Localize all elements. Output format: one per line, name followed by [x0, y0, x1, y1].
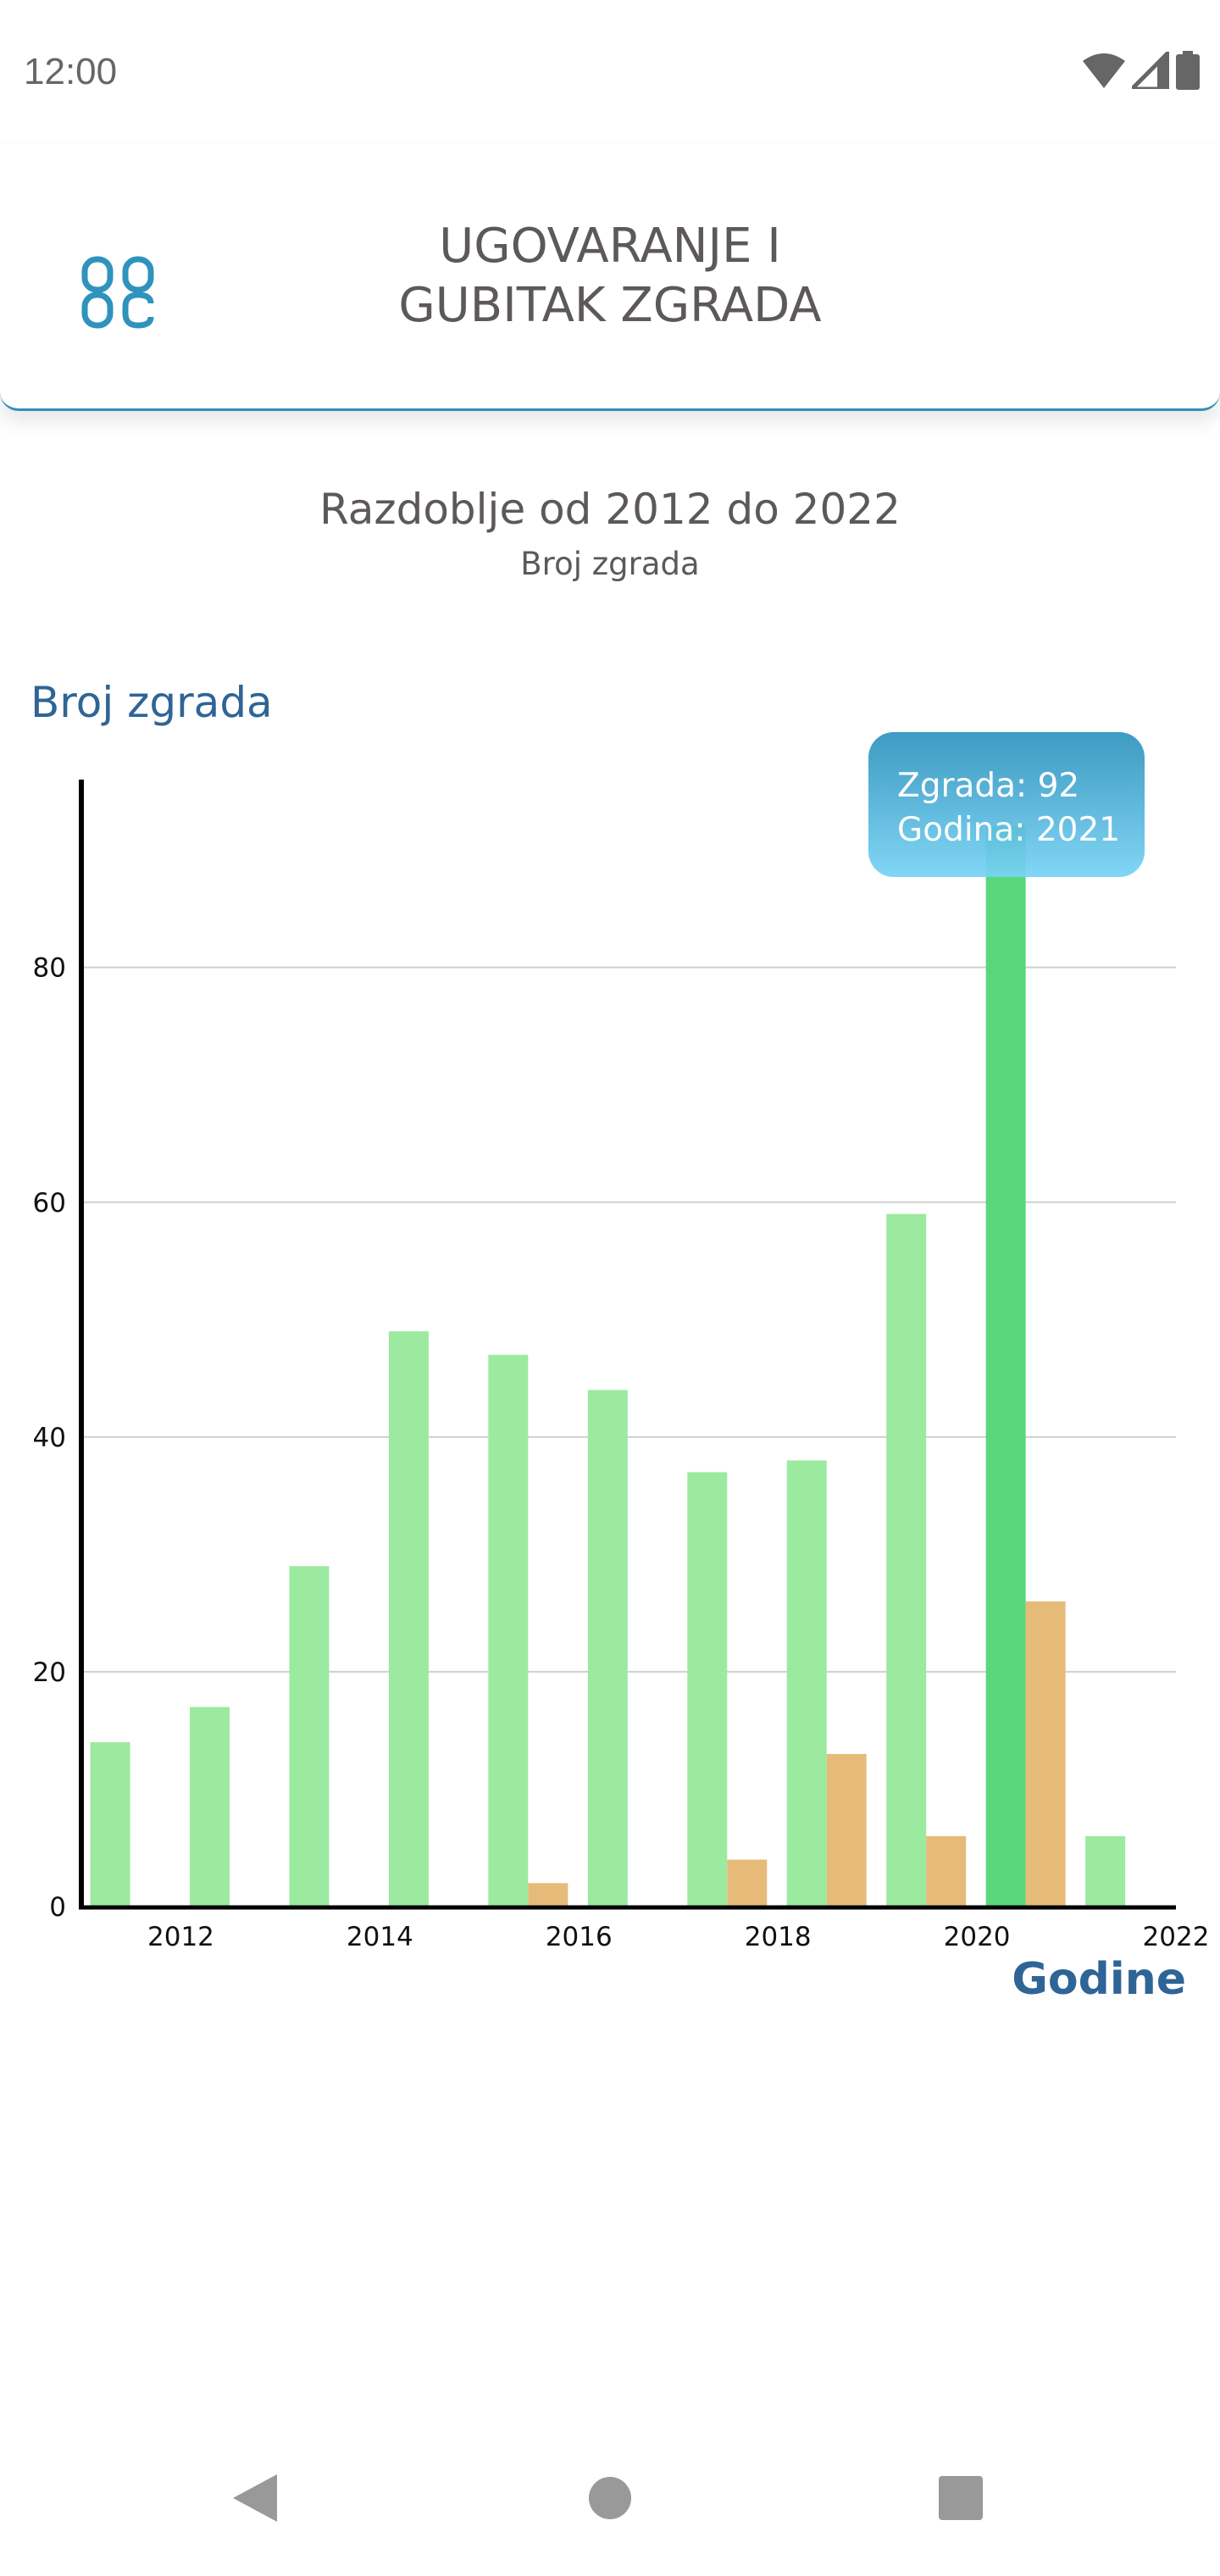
- home-icon: [589, 2477, 631, 2519]
- x-tick-label: 2012: [147, 1922, 214, 1952]
- x-axis-label: Godine: [1012, 1954, 1186, 2005]
- chart-title: Razdoblje od 2012 do 2022: [319, 485, 901, 534]
- bar-ugovaranje-2017[interactable]: [587, 1390, 628, 1907]
- bar-ugovaranje-2020[interactable]: [886, 1213, 927, 1907]
- y-tick-label: 40: [33, 1423, 66, 1453]
- app-header: UGOVARANJE I GUBITAK ZGRADA: [0, 144, 1220, 411]
- y-tick-label: 80: [33, 953, 66, 984]
- recents-button[interactable]: [939, 2476, 983, 2523]
- navigation-bar: [0, 2474, 1220, 2534]
- y-tick-label: 0: [49, 1892, 66, 1923]
- bar-ugovaranje-2013[interactable]: [190, 1707, 230, 1907]
- page-title: UGOVARANJE I GUBITAK ZGRADA: [254, 217, 966, 336]
- bar-gubitak-2018[interactable]: [727, 1859, 768, 1907]
- tooltip-value: Zgrada: 92: [897, 767, 1080, 805]
- y-tick-label: 20: [33, 1657, 66, 1688]
- bar-gubitak-2021[interactable]: [1025, 1601, 1066, 1907]
- back-icon: [233, 2474, 277, 2522]
- bar-gubitak-2016[interactable]: [528, 1883, 568, 1907]
- bar-ugovaranje-2022[interactable]: [1085, 1835, 1126, 1907]
- title-line-1: UGOVARANJE I: [439, 219, 781, 274]
- battery-icon: [1176, 51, 1200, 90]
- title-line-2: GUBITAK ZGRADA: [398, 278, 822, 333]
- home-button[interactable]: [588, 2476, 632, 2523]
- chart-tooltip: Zgrada: 92 Godina: 2021: [868, 732, 1145, 877]
- bar-ugovaranje-2018[interactable]: [687, 1472, 728, 1907]
- y-tick-label: 60: [33, 1188, 66, 1219]
- signal-icon: [1132, 52, 1169, 89]
- x-tick-label: 2020: [944, 1922, 1011, 1952]
- bar-gubitak-2019[interactable]: [826, 1753, 867, 1907]
- bar-ugovaranje-2016[interactable]: [488, 1354, 529, 1907]
- bar-ugovaranje-2014[interactable]: [289, 1566, 330, 1907]
- bar-ugovaranje-2012[interactable]: [90, 1742, 130, 1907]
- y-axis-label: Broj zgrada: [30, 678, 273, 727]
- x-tick-label: 2014: [347, 1922, 413, 1952]
- status-bar: 12:00: [0, 0, 1220, 144]
- chart-subtitle: Broj zgrada: [520, 546, 700, 582]
- wifi-icon: [1083, 53, 1125, 88]
- bar-ugovaranje-2019[interactable]: [786, 1460, 827, 1907]
- bar-chart[interactable]: 0 20 40 60 80 2012 2014 2016 2018 2020 2022: [0, 0, 1220, 2034]
- bar-gubitak-2020[interactable]: [926, 1835, 967, 1907]
- bar-ugovaranje-2015[interactable]: [388, 1331, 429, 1907]
- grid-menu-icon[interactable]: [81, 256, 154, 329]
- x-tick-label: 2018: [745, 1922, 812, 1952]
- back-button[interactable]: [233, 2474, 277, 2525]
- tooltip-year: Godina: 2021: [897, 811, 1121, 849]
- x-tick-label: 2016: [546, 1922, 613, 1952]
- x-tick-label: 2022: [1143, 1922, 1210, 1952]
- bar-ugovaranje-2021[interactable]: [985, 826, 1026, 1907]
- status-time: 12:00: [24, 51, 118, 92]
- recents-icon: [939, 2476, 983, 2520]
